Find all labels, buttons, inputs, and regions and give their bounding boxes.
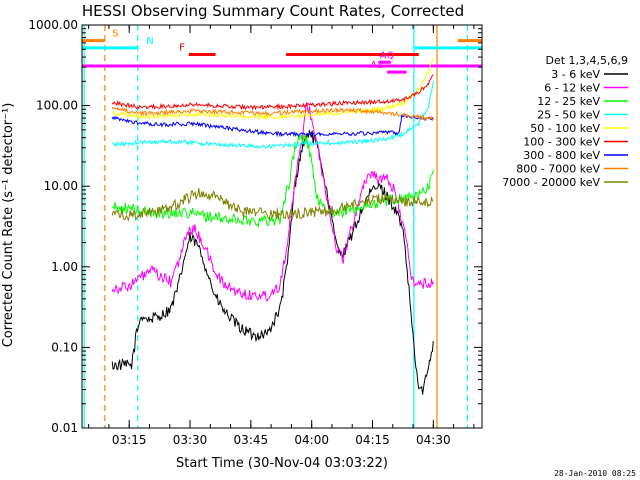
series-line-4 (111, 58, 434, 121)
x-tick-label: 03:30 (173, 433, 208, 447)
series-line-1 (111, 101, 434, 302)
plot-frame (81, 24, 483, 429)
vertical-markers (83, 25, 469, 428)
x-tick-label: 04:15 (355, 433, 390, 447)
flag-label-n: N (146, 36, 153, 47)
legend-label: 6 - 12 keV (544, 82, 600, 95)
series-line-5 (111, 74, 434, 111)
legend-label: 50 - 100 keV (530, 122, 600, 135)
y-tick-label: 0.01 (51, 421, 78, 435)
flag-label-aq: AQ (380, 50, 395, 61)
x-tick-label: 03:15 (112, 433, 147, 447)
y-tick-label: 0.10 (51, 340, 78, 354)
series-line-0 (111, 128, 434, 395)
series-line-6 (111, 113, 434, 138)
x-axis: 03:15 03:30 03:45 04:00 04:15 04:30 (88, 25, 475, 447)
y-tick-label: 1000.00 (28, 18, 78, 32)
x-tick-label: 04:30 (416, 433, 451, 447)
footer-timestamp: 28-Jan-2010 08:25 (554, 469, 636, 478)
series-line-8 (111, 187, 434, 222)
legend-label: 7000 - 20000 keV (502, 176, 600, 189)
legend-label: 12 - 25 keV (537, 95, 600, 108)
legend-label: 300 - 800 keV (523, 149, 600, 162)
flag-label-f: F (179, 43, 185, 54)
series-line-7 (111, 106, 434, 122)
legend-label: 100 - 300 keV (523, 136, 600, 149)
flag-label-s: S (112, 29, 118, 40)
legend-label: 3 - 6 keV (551, 68, 600, 81)
y-tick-label: 10.00 (44, 179, 78, 193)
y-tick-label: 1.00 (51, 260, 78, 274)
data-series (111, 58, 434, 395)
x-tick-label: 04:00 (294, 433, 329, 447)
x-axis-label: Start Time (30-Nov-04 03:03:22) (176, 456, 388, 471)
flag-label-a1: A1 (370, 60, 383, 71)
y-axis-label: Corrected Count Rate (s⁻¹ detector⁻¹) (1, 103, 16, 348)
legend-label: 25 - 50 keV (537, 109, 600, 122)
legend-title: Det 1,3,4,5,6,9 (545, 54, 628, 67)
y-axis: 1000.00 100.00 10.00 1.00 0.10 0.01 (28, 18, 482, 435)
y-tick-label: 100.00 (36, 99, 78, 113)
chart-title: HESSI Observing Summary Count Rates, Cor… (82, 2, 464, 20)
legend-label: 800 - 7000 keV (516, 163, 600, 176)
x-tick-label: 03:45 (234, 433, 269, 447)
series-line-3 (112, 81, 434, 150)
